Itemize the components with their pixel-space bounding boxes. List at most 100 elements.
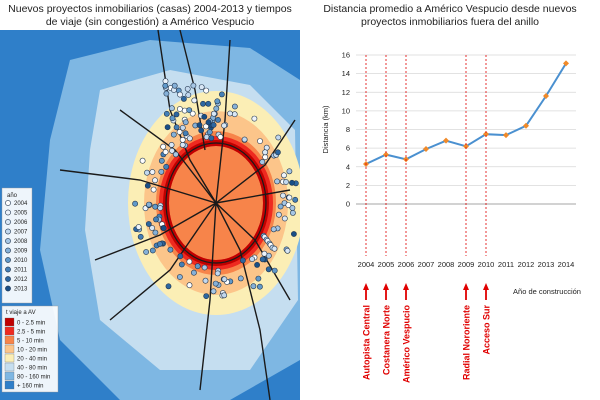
event-arrow-head bbox=[403, 283, 409, 290]
project-dot bbox=[163, 90, 170, 97]
project-dot bbox=[249, 256, 255, 262]
project-dot bbox=[190, 82, 197, 89]
project-dot bbox=[177, 91, 183, 98]
x-tick-label: 2011 bbox=[498, 260, 514, 269]
legend-time-label: 5 - 10 min bbox=[17, 339, 44, 345]
project-dot bbox=[162, 149, 169, 155]
legend-time-swatch bbox=[4, 371, 15, 381]
event-arrow-head bbox=[463, 283, 469, 290]
project-dot bbox=[164, 124, 171, 131]
legend-year-dot bbox=[5, 200, 11, 206]
data-point bbox=[383, 151, 389, 158]
legend-times-title: t viaje a AV bbox=[6, 310, 36, 316]
y-tick-label: 6 bbox=[346, 144, 350, 153]
project-dot bbox=[163, 163, 170, 170]
data-point bbox=[563, 60, 569, 67]
project-dot bbox=[157, 205, 164, 211]
project-dot bbox=[231, 111, 238, 118]
project-dot bbox=[173, 111, 180, 118]
project-dot bbox=[290, 231, 297, 237]
project-dot bbox=[168, 105, 175, 112]
x-tick-label: 2004 bbox=[358, 260, 375, 269]
legend-year-dot bbox=[5, 285, 11, 292]
event-arrow-head bbox=[363, 283, 369, 290]
project-dot bbox=[281, 215, 288, 222]
legend-time-swatch bbox=[4, 317, 15, 327]
data-point bbox=[423, 146, 429, 153]
legend-year-dot bbox=[5, 219, 11, 225]
x-tick-label: 2005 bbox=[378, 260, 395, 269]
project-dot bbox=[210, 122, 217, 128]
project-dot bbox=[286, 168, 293, 175]
project-dot bbox=[168, 141, 175, 148]
data-point bbox=[503, 132, 509, 139]
map-road bbox=[199, 39, 231, 391]
event-label: Acceso Sur bbox=[482, 305, 492, 355]
project-dot bbox=[274, 178, 280, 185]
project-dot bbox=[239, 257, 246, 264]
project-dot bbox=[271, 245, 278, 252]
data-point bbox=[443, 137, 449, 144]
project-dot bbox=[284, 247, 291, 254]
y-tick-label: 8 bbox=[346, 125, 350, 134]
project-dot bbox=[152, 177, 158, 184]
x-tick-label: 2006 bbox=[398, 260, 415, 269]
project-dot bbox=[265, 266, 272, 273]
legend-years: año 2004 2005 2006 2007 2008 2009 2010 2011 2012 2… bbox=[1, 187, 33, 304]
map-panel: Nuevos proyectos inmobiliarios (casas) 2… bbox=[0, 3, 300, 400]
project-dot bbox=[289, 209, 296, 216]
project-dot bbox=[280, 192, 286, 199]
event-label: Costanera Norte bbox=[382, 305, 392, 375]
project-dot bbox=[250, 283, 257, 290]
project-dot bbox=[270, 226, 277, 233]
legend-year-label: 2008 bbox=[14, 239, 28, 245]
legend-year-dot bbox=[5, 238, 11, 244]
legend-time-swatch bbox=[4, 362, 15, 372]
legend-year-dot bbox=[5, 247, 11, 254]
project-dot bbox=[227, 110, 233, 117]
y-axis-label: Distancia (km) bbox=[321, 105, 330, 153]
project-dot bbox=[221, 292, 228, 299]
event-label: Américo Vespucio bbox=[402, 304, 412, 383]
x-tick-label: 2010 bbox=[478, 260, 495, 269]
project-dot bbox=[165, 283, 172, 290]
project-dot bbox=[217, 134, 224, 140]
project-dot bbox=[203, 123, 209, 130]
project-dot bbox=[292, 196, 299, 203]
project-dot bbox=[143, 249, 149, 255]
x-tick-label: 2012 bbox=[518, 260, 535, 269]
legend-year-label: 2010 bbox=[14, 258, 28, 264]
project-dot bbox=[149, 247, 156, 254]
y-tick-label: 12 bbox=[342, 88, 350, 97]
project-dot bbox=[198, 84, 205, 90]
y-tick-label: 14 bbox=[342, 69, 350, 78]
project-dot bbox=[135, 224, 142, 230]
project-dot bbox=[237, 275, 244, 282]
project-dot bbox=[255, 275, 262, 282]
legend-year-label: 2009 bbox=[14, 249, 28, 255]
project-dot bbox=[182, 119, 189, 126]
project-dot bbox=[182, 130, 189, 137]
project-dot bbox=[162, 82, 169, 89]
legend-year-label: 2006 bbox=[14, 220, 28, 226]
chart-title: Distancia promedio a Américo Vespucio de… bbox=[323, 3, 577, 28]
project-dot bbox=[179, 141, 186, 148]
data-point bbox=[483, 131, 489, 138]
project-dot bbox=[259, 256, 266, 263]
x-tick-label: 2013 bbox=[538, 260, 555, 269]
data-point bbox=[523, 122, 529, 129]
x-tick-label: 2009 bbox=[458, 260, 475, 269]
project-dot bbox=[163, 110, 170, 117]
data-point bbox=[543, 92, 549, 99]
project-dot bbox=[205, 100, 212, 107]
y-tick-label: 4 bbox=[346, 162, 350, 171]
project-dot bbox=[196, 122, 203, 128]
project-dot bbox=[221, 122, 227, 129]
project-dot bbox=[218, 91, 225, 98]
project-dot bbox=[200, 100, 206, 107]
project-dot bbox=[203, 293, 210, 299]
project-dot bbox=[144, 182, 151, 189]
legend-year-dot bbox=[5, 228, 11, 235]
legend-time-label: 40 - 80 min bbox=[17, 366, 47, 372]
